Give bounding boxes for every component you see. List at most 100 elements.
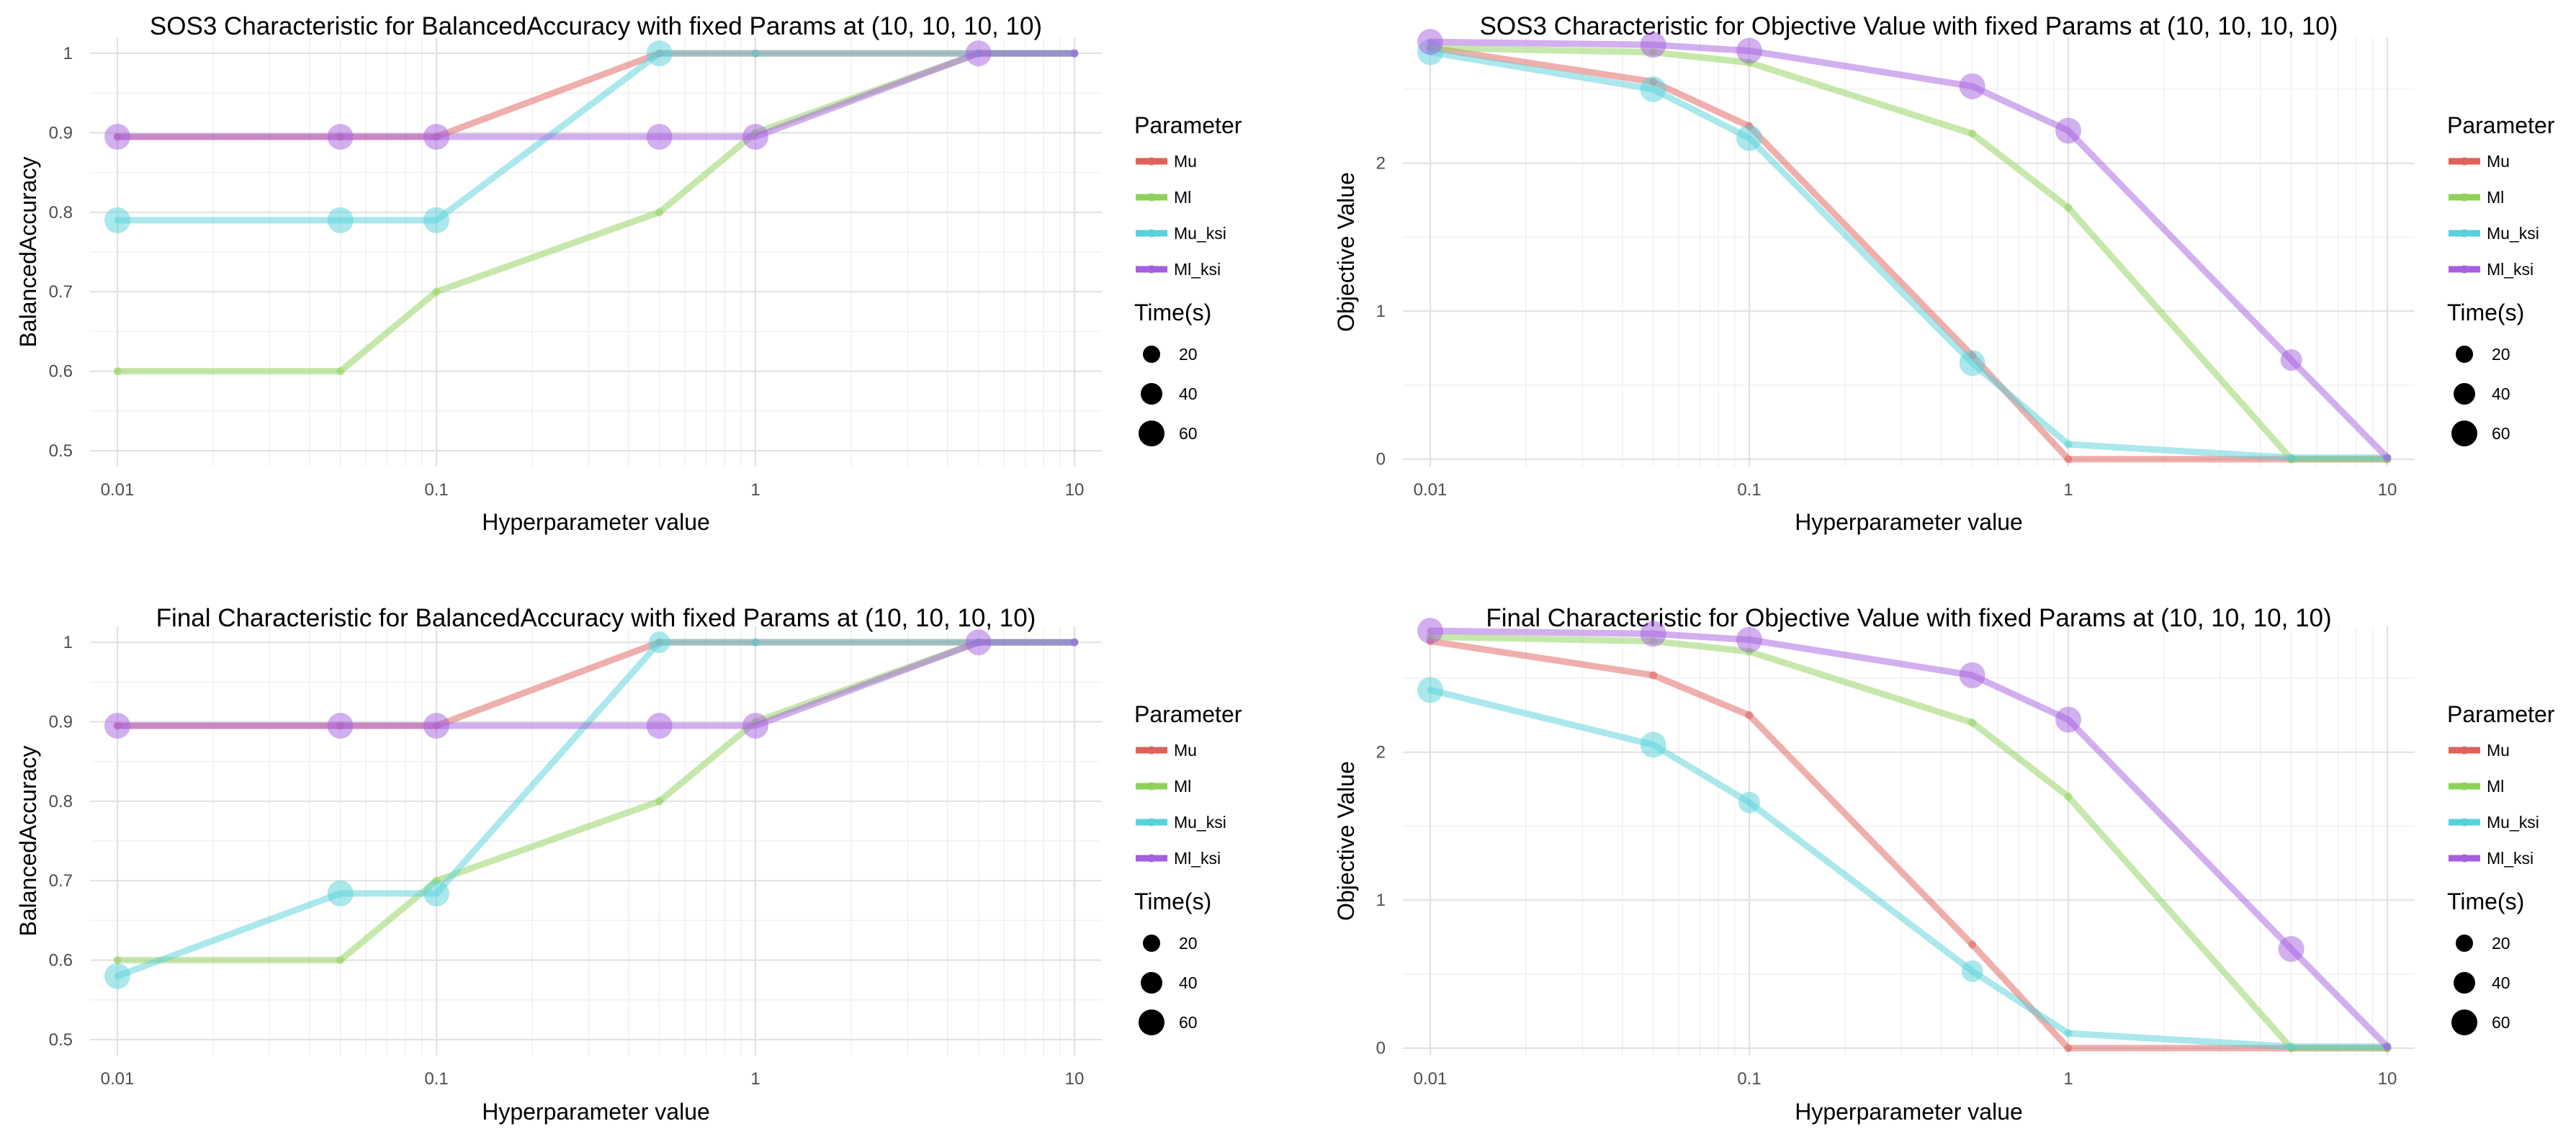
x-tick-label: 0.01 bbox=[101, 480, 135, 500]
legend-size-key bbox=[1141, 383, 1162, 405]
y-tick-label: 0.8 bbox=[49, 203, 73, 222]
legend-size-key bbox=[1143, 346, 1160, 363]
legend-size-key bbox=[1143, 935, 1160, 952]
legend-key-point-Mu_ksi bbox=[1147, 818, 1156, 827]
chart-title: Final Characteristic for Objective Value… bbox=[1486, 604, 2331, 632]
data-point-Ml_ksi bbox=[1640, 32, 1666, 58]
data-point-Mu_ksi bbox=[423, 880, 449, 906]
x-tick-label: 0.1 bbox=[424, 1069, 448, 1089]
data-point-Ml_ksi bbox=[104, 712, 130, 739]
legend-size-key bbox=[1139, 1009, 1164, 1035]
legend-size-label: 60 bbox=[1179, 424, 1198, 443]
data-point-Ml_ksi bbox=[646, 123, 673, 150]
data-point-Mu_ksi bbox=[1736, 125, 1762, 151]
legend-key-point-Mu bbox=[1147, 157, 1156, 166]
data-point-Mu_ksi bbox=[1417, 677, 1443, 703]
data-point-Mu_ksi bbox=[104, 207, 130, 233]
data-point-Ml bbox=[655, 208, 664, 217]
legend-size-label: 20 bbox=[1179, 934, 1198, 953]
y-tick-label: 0.8 bbox=[49, 792, 73, 811]
data-point-Mu_ksi bbox=[2287, 1043, 2296, 1051]
x-tick-label: 1 bbox=[750, 1069, 760, 1089]
legend-label-Mu_ksi: Mu_ksi bbox=[1174, 224, 1226, 243]
legend: Parameter Mu Ml Mu_ksi Ml_ksi Time(s) 20 40 60 bbox=[1134, 112, 1242, 446]
y-tick-label: 0.7 bbox=[49, 871, 73, 891]
y-tick-label: 0 bbox=[1376, 450, 1386, 469]
legend-label-Ml_ksi: Ml_ksi bbox=[2487, 849, 2534, 868]
legend-key-point-Ml_ksi bbox=[2460, 265, 2469, 274]
y-tick-label: 0.5 bbox=[49, 441, 73, 461]
data-point-Ml_ksi bbox=[1417, 29, 1443, 55]
data-point-Mu_ksi bbox=[2064, 1029, 2073, 1038]
data-point-Ml_ksi bbox=[1736, 626, 1762, 653]
data-point-Ml_ksi bbox=[423, 712, 449, 739]
legend-label-Ml: Ml bbox=[2487, 777, 2504, 796]
y-tick-label: 1 bbox=[63, 633, 73, 652]
y-tick-label: 2 bbox=[1376, 743, 1386, 762]
legend-key-point-Ml bbox=[1147, 193, 1156, 202]
data-point-Mu_ksi bbox=[327, 207, 354, 233]
legend-key-point-Ml bbox=[1147, 782, 1156, 791]
x-tick-label: 0.01 bbox=[1414, 1069, 1448, 1089]
x-axis-label: Hyperparameter value bbox=[1795, 509, 2023, 535]
data-point-Ml_ksi bbox=[2383, 454, 2392, 462]
data-point-Mu_ksi bbox=[1738, 791, 1760, 814]
legend-label-Ml_ksi: Ml_ksi bbox=[1174, 849, 1221, 868]
data-point-Mu_ksi bbox=[327, 880, 354, 906]
legend-label-Ml: Ml bbox=[1174, 188, 1191, 207]
legend-label-Mu: Mu bbox=[2487, 152, 2510, 171]
x-tick-label: 1 bbox=[2063, 480, 2073, 500]
chart-panel-2: 0.01 0.1 1 10 0.5 0.6 0.7 0.8 0.9 1 Final Characte… bbox=[15, 604, 1242, 1125]
y-tick-label: 0.9 bbox=[49, 123, 73, 143]
data-point-Mu bbox=[1649, 671, 1658, 680]
data-point-Mu bbox=[2064, 455, 2073, 464]
legend-key-point-Mu bbox=[1147, 746, 1156, 755]
x-tick-label: 0.1 bbox=[1737, 480, 1761, 500]
legend-size-key bbox=[1141, 972, 1162, 994]
legend-key-point-Mu_ksi bbox=[2460, 818, 2469, 827]
x-axis-label: Hyperparameter value bbox=[1795, 1099, 2023, 1125]
legend-label-Mu_ksi: Mu_ksi bbox=[2487, 224, 2539, 243]
data-point-Ml_ksi bbox=[646, 712, 673, 739]
data-point-Mu_ksi bbox=[1959, 350, 1985, 377]
data-point-Mu_ksi bbox=[1640, 76, 1666, 102]
data-point-Ml bbox=[336, 956, 345, 965]
legend: Parameter Mu Ml Mu_ksi Ml_ksi Time(s) 20 40 60 bbox=[2447, 112, 2555, 446]
data-point-Mu bbox=[2064, 1044, 2073, 1053]
x-tick-label: 0.1 bbox=[1737, 1069, 1761, 1089]
legend-key-point-Ml_ksi bbox=[1147, 265, 1156, 274]
chart-title: Final Characteristic for BalancedAccurac… bbox=[156, 604, 1036, 632]
legend-size-label: 60 bbox=[2492, 1013, 2510, 1032]
data-point-Mu_ksi bbox=[104, 963, 130, 989]
legend-size-key bbox=[2456, 935, 2473, 952]
legend-size-key bbox=[2454, 972, 2475, 994]
legend-size-label: 40 bbox=[2492, 384, 2510, 403]
y-tick-label: 1 bbox=[1376, 891, 1386, 910]
chart-title: SOS3 Characteristic for Objective Value … bbox=[1480, 12, 2338, 40]
data-point-Mu_ksi bbox=[751, 49, 760, 58]
data-point-Ml bbox=[1968, 130, 1977, 138]
data-point-Ml_ksi bbox=[2280, 349, 2302, 372]
data-point-Ml_ksi bbox=[1417, 618, 1443, 644]
legend-label-Mu: Mu bbox=[1174, 152, 1197, 171]
legend-size-label: 60 bbox=[2492, 424, 2510, 443]
x-axis-label: Hyperparameter value bbox=[482, 509, 710, 535]
data-point-Ml_ksi bbox=[965, 629, 992, 656]
x-tick-label: 10 bbox=[2378, 480, 2397, 500]
data-point-Ml_ksi bbox=[1640, 621, 1666, 647]
data-point-Ml_ksi bbox=[1736, 37, 1762, 64]
data-point-Mu bbox=[1745, 711, 1754, 719]
y-tick-label: 0.9 bbox=[49, 712, 73, 732]
legend-title-time: Time(s) bbox=[2447, 300, 2524, 325]
legend-size-key bbox=[2454, 383, 2475, 405]
data-point-Ml bbox=[113, 367, 122, 376]
data-point-Ml bbox=[336, 367, 345, 376]
legend-label-Ml: Ml bbox=[2487, 188, 2504, 207]
y-axis-label: BalancedAccuracy bbox=[15, 156, 41, 347]
legend-label-Mu_ksi: Mu_ksi bbox=[2487, 813, 2539, 832]
plot-area bbox=[1403, 37, 2415, 467]
legend-size-label: 20 bbox=[2492, 345, 2510, 364]
legend: Parameter Mu Ml Mu_ksi Ml_ksi Time(s) 20 40 60 bbox=[1134, 701, 1242, 1035]
legend-size-label: 40 bbox=[2492, 973, 2510, 992]
legend-key-point-Mu_ksi bbox=[2460, 229, 2469, 238]
